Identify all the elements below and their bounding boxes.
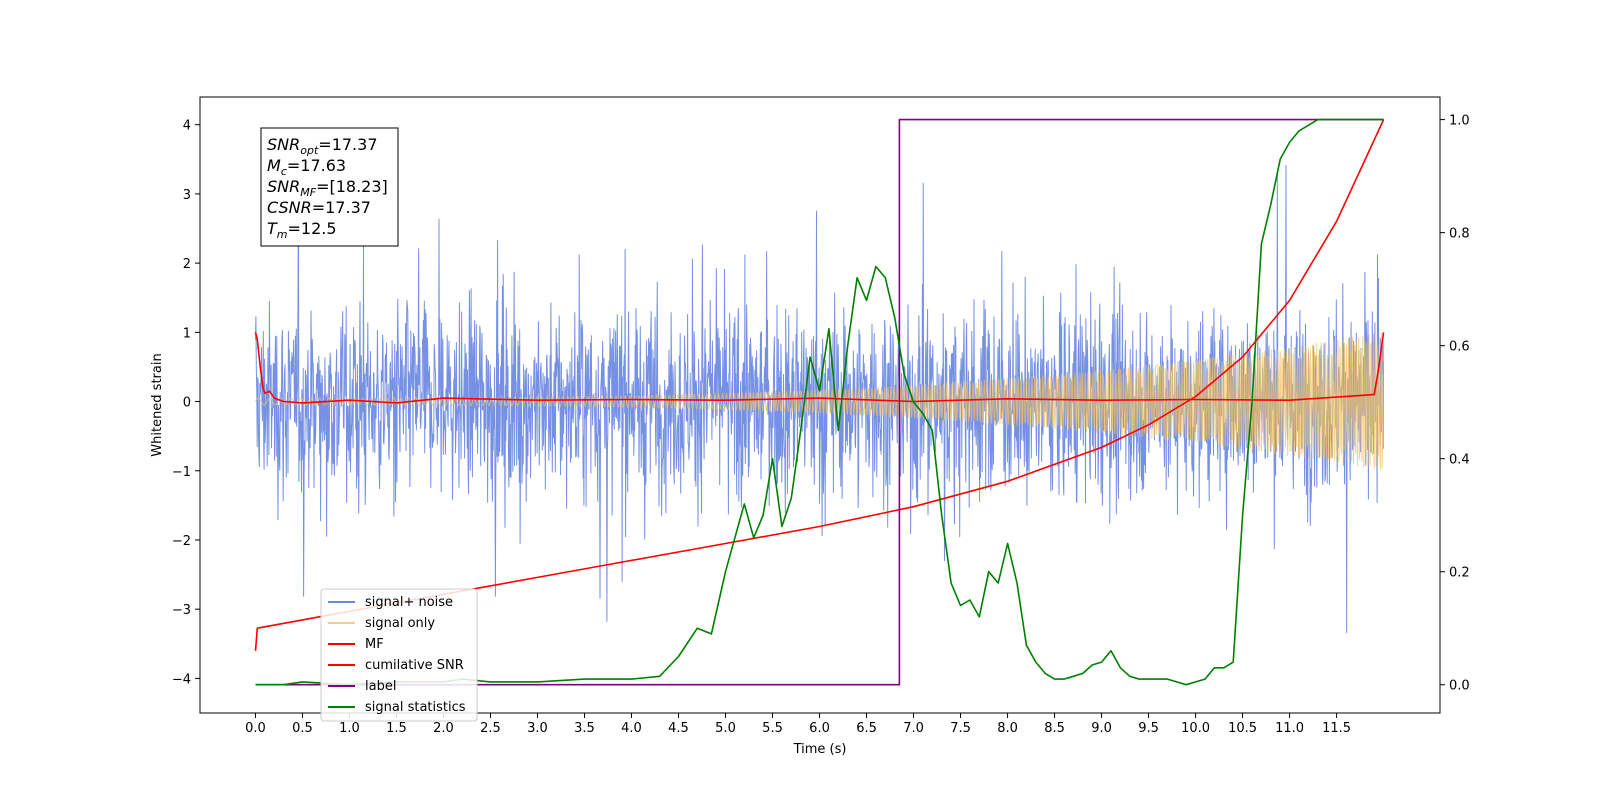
y-tick-label: 1 (183, 326, 191, 341)
y2-tick-label: 0.0 (1449, 679, 1470, 694)
annotation-line: Mc=17.63 (267, 156, 346, 178)
legend-label: label (365, 679, 396, 694)
series-signal-only (255, 332, 1385, 470)
y-tick-label: 4 (183, 119, 191, 134)
y-axis-label: Whitened strain (150, 353, 165, 456)
annotation-subscript: MF (300, 186, 316, 199)
x-tick-label: 11.5 (1322, 721, 1351, 736)
annotation-symbol: CSNR (267, 198, 312, 217)
y2-tick-label: 0.8 (1449, 227, 1470, 242)
x-tick-label: 0.5 (292, 721, 313, 736)
x-tick-label: 2.5 (480, 721, 501, 736)
x-tick-label: 1.0 (339, 721, 360, 736)
x-tick-label: 4.0 (621, 721, 642, 736)
annotation-symbol: T (267, 219, 278, 238)
annotation-value: =[18.23] (316, 177, 388, 196)
x-tick-label: 2.0 (433, 721, 454, 736)
annotation-value: =12.5 (288, 219, 337, 238)
stats-annotation-box: SNRopt=17.37Mc=17.63SNRMF=[18.23]CSNR=17… (260, 127, 399, 247)
annotation-line: CSNR=17.37 (267, 198, 371, 217)
x-tick-label: 4.5 (668, 721, 689, 736)
x-tick-label: 10.0 (1181, 721, 1210, 736)
legend-label: cumilative SNR (365, 658, 464, 673)
x-tick-label: 8.5 (1044, 721, 1065, 736)
y-tick-label: 0 (183, 396, 191, 411)
annotation-value: =17.37 (318, 135, 377, 154)
legend-label: signal+ noise (365, 595, 453, 610)
annotation-subscript: m (277, 228, 288, 241)
y-tick-label: −3 (172, 603, 191, 618)
y-axis-right: 0.0 0.2 0.4 0.6 0.8 1.0 (1440, 114, 1470, 694)
annotation-line: SNRopt=17.37 (267, 135, 378, 157)
y-tick-label: −1 (172, 465, 191, 480)
annotation-subscript: c (281, 165, 287, 178)
x-axis: 0.0 0.5 1.0 1.5 2.0 2.5 3.0 3.5 4.0 4.5 5.0 5.5 6.0 6… (245, 713, 1351, 736)
legend-label: signal only (365, 616, 435, 631)
legend-label: signal statistics (365, 700, 466, 715)
annotation-frame (260, 127, 399, 247)
y-tick-label: −4 (172, 672, 191, 687)
y-tick-label: 2 (183, 257, 191, 272)
y-tick-label: 3 (183, 188, 191, 203)
y2-tick-label: 0.2 (1449, 566, 1470, 581)
x-tick-label: 0.0 (245, 721, 266, 736)
legend: signal+ noise signal only MF cumilative SNR… (320, 588, 478, 722)
x-tick-label: 3.0 (527, 721, 548, 736)
x-tick-label: 9.5 (1138, 721, 1159, 736)
annotation-value: =17.37 (312, 198, 371, 217)
series-mf (254, 332, 1385, 404)
x-tick-label: 5.5 (762, 721, 783, 736)
x-tick-label: 10.5 (1228, 721, 1257, 736)
x-tick-label: 8.0 (997, 721, 1018, 736)
x-tick-label: 11.0 (1275, 721, 1304, 736)
y2-tick-label: 1.0 (1449, 114, 1470, 129)
x-tick-label: 1.5 (386, 721, 407, 736)
x-tick-label: 7.5 (950, 721, 971, 736)
x-axis-label: Time (s) (793, 742, 847, 757)
y-tick-label: −2 (172, 534, 191, 549)
x-tick-label: 6.5 (856, 721, 877, 736)
x-tick-label: 5.0 (715, 721, 736, 736)
y2-tick-label: 0.4 (1449, 453, 1470, 468)
x-tick-label: 3.5 (574, 721, 595, 736)
annotation-line: SNRMF=[18.23] (267, 177, 388, 199)
x-tick-label: 9.0 (1091, 721, 1112, 736)
series-signal-statistics (255, 118, 1384, 686)
x-tick-label: 6.0 (809, 721, 830, 736)
annotation-value: =17.63 (287, 156, 346, 175)
series-label (255, 118, 1384, 686)
annotation-symbol: SNR (267, 135, 300, 154)
y-axis-left: −4 −3 −2 −1 0 1 2 3 4 (172, 119, 200, 687)
x-tick-label: 7.0 (903, 721, 924, 736)
annotation-subscript: opt (300, 144, 319, 157)
annotation-line: Tm=12.5 (267, 219, 337, 241)
annotation-symbol: SNR (267, 177, 300, 196)
legend-frame (320, 588, 478, 722)
legend-label: MF (365, 637, 384, 652)
annotation-symbol: M (267, 156, 281, 175)
y2-tick-label: 0.6 (1449, 340, 1470, 355)
